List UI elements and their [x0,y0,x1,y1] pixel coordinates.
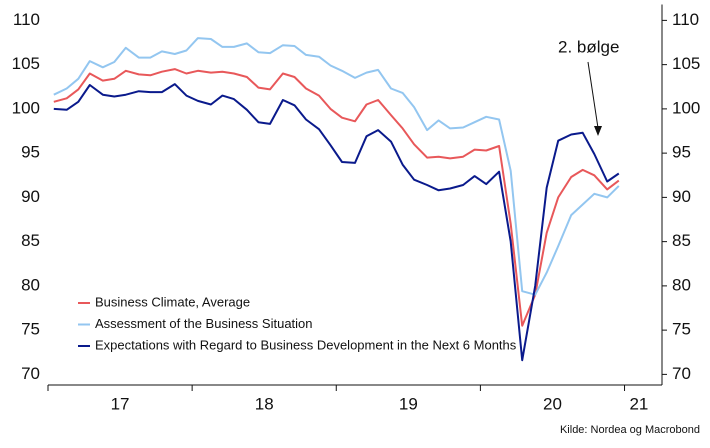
series-line [53,83,620,362]
legend-label: Business Climate, Average [95,294,250,309]
x-tick-label: 18 [255,394,274,413]
y-tick-label: 95 [21,143,40,162]
x-tick-label: 21 [629,394,648,413]
x-tick-label: 17 [111,394,130,413]
y2-tick-label: 85 [672,231,691,250]
source: Kilde: Nordea og Macrobond [560,424,700,436]
y-tick-label: 110 [13,10,40,29]
y2-tick-label: 75 [672,320,691,339]
y-tick-label: 90 [21,187,40,206]
series-line [53,37,620,296]
y2-tick-label: 80 [672,275,691,294]
y-tick-label: 105 [12,54,40,73]
annotation: 2. bølge [558,37,619,56]
annotation-arrow [587,61,599,129]
x-tick-label: 20 [543,394,562,413]
y-tick-label: 80 [21,275,40,294]
y-tick-label: 75 [21,320,40,339]
y2-tick-label: 100 [672,98,700,117]
y2-tick-label: 70 [672,364,691,383]
legend-label: Assessment of the Business Situation [95,316,313,331]
y-tick-label: 85 [21,231,40,250]
legend-label: Expectations with Regard to Business Dev… [95,337,517,352]
y2-tick-label: 95 [672,143,691,162]
y2-tick-label: 110 [672,10,699,29]
x-tick-label: 19 [399,394,418,413]
y2-tick-label: 105 [672,54,700,73]
y-tick-label: 100 [12,98,40,117]
y-tick-label: 70 [21,364,40,383]
annotation-arrowhead [594,126,602,136]
y2-tick-label: 90 [672,187,691,206]
series-line [53,68,620,327]
